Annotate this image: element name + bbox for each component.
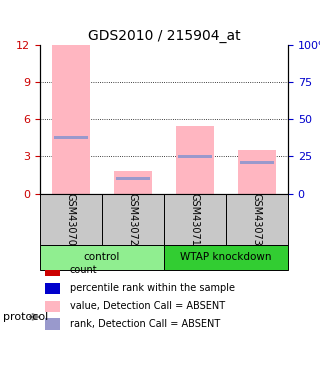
- Text: count: count: [70, 265, 97, 275]
- Bar: [45, 318, 60, 330]
- FancyBboxPatch shape: [102, 194, 164, 244]
- Text: value, Detection Call = ABSENT: value, Detection Call = ABSENT: [70, 301, 225, 311]
- Text: GSM43071: GSM43071: [190, 193, 200, 246]
- Bar: [45, 265, 60, 276]
- FancyBboxPatch shape: [164, 244, 288, 270]
- Bar: [52, 45, 90, 194]
- Bar: [115, 171, 152, 194]
- Bar: [45, 301, 60, 312]
- Text: GSM43072: GSM43072: [128, 193, 138, 246]
- Bar: [176, 126, 214, 194]
- FancyBboxPatch shape: [226, 194, 288, 244]
- Text: protocol: protocol: [3, 312, 48, 322]
- Bar: [116, 177, 150, 180]
- FancyBboxPatch shape: [164, 194, 226, 244]
- Text: GSM43070: GSM43070: [66, 193, 76, 246]
- Bar: [178, 155, 212, 158]
- Title: GDS2010 / 215904_at: GDS2010 / 215904_at: [88, 28, 240, 43]
- Text: rank, Detection Call = ABSENT: rank, Detection Call = ABSENT: [70, 318, 220, 328]
- FancyBboxPatch shape: [40, 194, 102, 244]
- Text: GSM43073: GSM43073: [252, 193, 262, 246]
- FancyBboxPatch shape: [40, 244, 164, 270]
- Text: control: control: [84, 252, 120, 262]
- Bar: [54, 136, 88, 140]
- Bar: [238, 150, 276, 194]
- Bar: [240, 161, 274, 164]
- Text: WTAP knockdown: WTAP knockdown: [180, 252, 272, 262]
- Text: percentile rank within the sample: percentile rank within the sample: [70, 283, 235, 293]
- Bar: [45, 283, 60, 294]
